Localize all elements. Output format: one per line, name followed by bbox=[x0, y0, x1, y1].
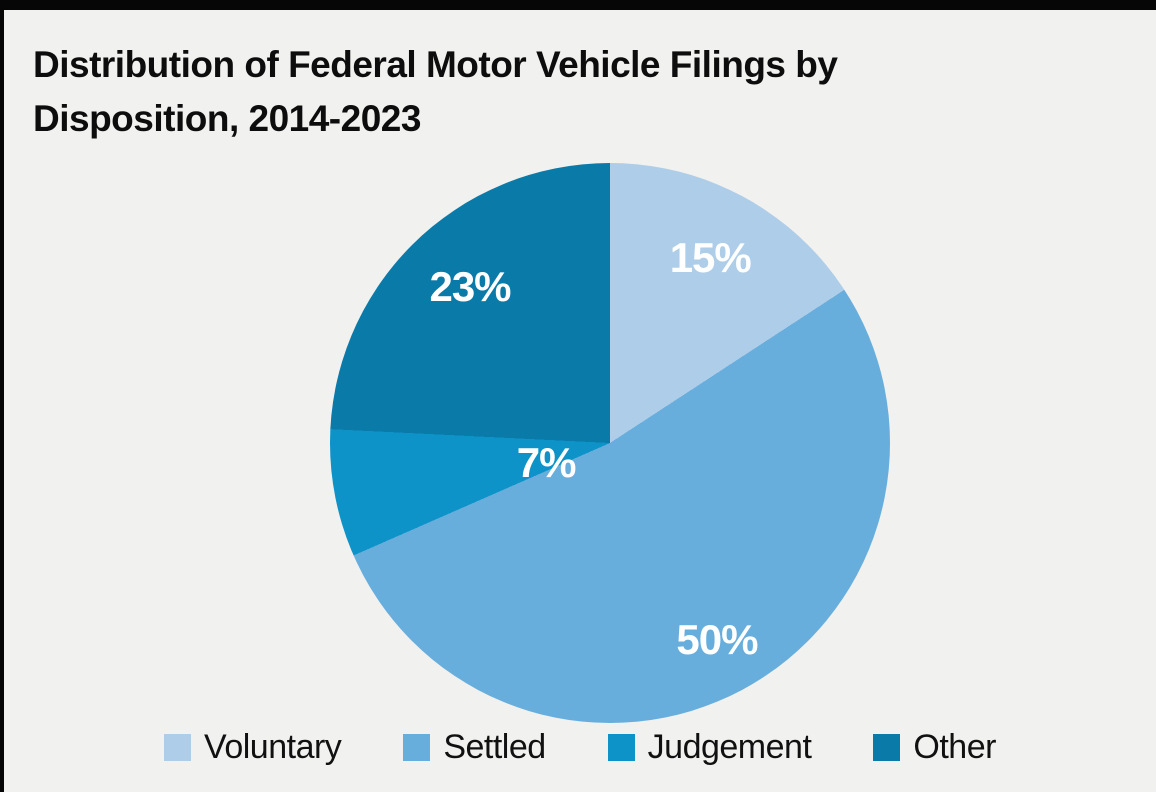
pie-circle bbox=[330, 163, 890, 723]
pie-chart: 15% 50% 7% 23% bbox=[330, 163, 890, 723]
legend-label-voluntary: Voluntary bbox=[204, 728, 342, 766]
legend-label-settled: Settled bbox=[443, 728, 546, 766]
legend-item-settled: Settled bbox=[403, 728, 546, 767]
slice-label-voluntary: 15% bbox=[669, 234, 752, 282]
legend-swatch-settled bbox=[403, 734, 431, 761]
legend: Voluntary Settled Judgement Other bbox=[4, 728, 1156, 767]
legend-item-judgement: Judgement bbox=[607, 728, 812, 767]
legend-swatch-other bbox=[873, 734, 901, 761]
legend-item-other: Other bbox=[873, 728, 996, 767]
legend-item-voluntary: Voluntary bbox=[164, 728, 342, 767]
chart-title: Distribution of Federal Motor Vehicle Fi… bbox=[33, 44, 838, 139]
legend-label-judgement: Judgement bbox=[647, 728, 812, 766]
legend-swatch-judgement bbox=[607, 734, 635, 761]
legend-label-other: Other bbox=[913, 728, 996, 766]
slice-label-settled: 50% bbox=[676, 616, 758, 664]
slice-label-judgement: 7% bbox=[516, 439, 577, 487]
slice-label-other: 23% bbox=[429, 262, 511, 310]
legend-swatch-voluntary bbox=[164, 734, 192, 761]
